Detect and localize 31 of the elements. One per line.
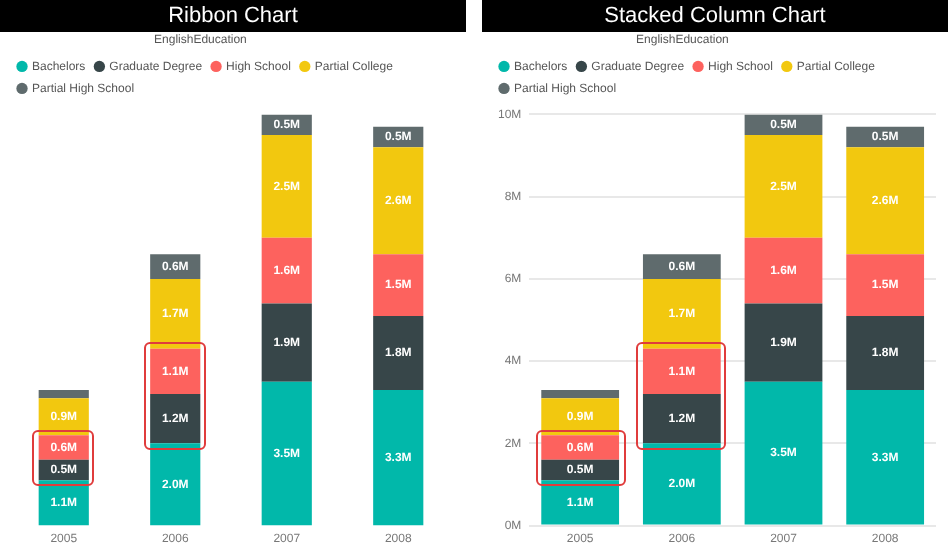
bar	[541, 435, 620, 460]
bar	[373, 147, 424, 255]
bar	[261, 237, 312, 304]
bar	[261, 134, 312, 238]
bar	[150, 348, 201, 395]
bar	[150, 394, 201, 444]
bar	[150, 443, 201, 526]
bar	[846, 254, 925, 316]
bar	[744, 237, 823, 304]
bar	[744, 303, 823, 382]
bar	[261, 381, 312, 526]
bar	[744, 134, 823, 238]
bar	[642, 394, 721, 444]
bar	[642, 278, 721, 349]
bar	[541, 480, 620, 525]
bar	[373, 315, 424, 390]
bar	[642, 443, 721, 525]
bar	[541, 389, 620, 399]
bar	[150, 278, 201, 349]
chart-title: Ribbon Chart	[0, 0, 466, 32]
bar	[846, 315, 925, 390]
bar	[38, 389, 89, 399]
chart-title: Stacked Column Chart	[482, 0, 948, 32]
bar	[373, 254, 424, 316]
bar	[642, 254, 721, 279]
bar	[744, 381, 823, 525]
bar	[846, 147, 925, 255]
bar	[642, 348, 721, 395]
bar	[846, 389, 925, 525]
bar	[373, 389, 424, 526]
bar	[261, 303, 312, 382]
